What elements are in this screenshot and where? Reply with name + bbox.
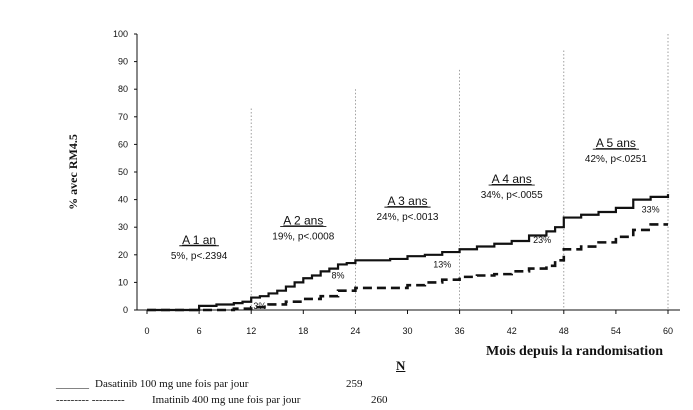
y-tick-label: 80 bbox=[118, 84, 128, 94]
y-tick-label: 60 bbox=[118, 139, 128, 149]
percent-label: 8% bbox=[332, 271, 345, 281]
y-tick-label: 40 bbox=[118, 195, 128, 205]
x-tick-labels: 0 6 12 18 24 30 36 42 48 54 60 bbox=[144, 310, 673, 336]
x-axis-label: Mois depuis la randomisation bbox=[486, 344, 663, 359]
y-tick-labels: 0 10 20 30 40 50 60 70 80 90 100 bbox=[113, 29, 137, 315]
annotation-stats: 34%, p<.0055 bbox=[481, 190, 543, 201]
x-tick-label: 12 bbox=[246, 326, 256, 336]
x-tick-label: 6 bbox=[197, 326, 202, 336]
legend-line-dashed: --------- --------- bbox=[56, 394, 125, 406]
chart-axes bbox=[136, 34, 680, 311]
percent-label: 13% bbox=[433, 260, 451, 270]
percent-label: 3% bbox=[253, 301, 266, 311]
series-lines bbox=[147, 194, 670, 312]
y-tick-label: 100 bbox=[113, 29, 128, 39]
annotation-stats: 42%, p<.0251 bbox=[585, 154, 647, 165]
x-tick-label: 36 bbox=[455, 326, 465, 336]
annotation-year: A 4 ans bbox=[492, 172, 532, 186]
legend-label-imatinib: Imatinib 400 mg une fois par jour bbox=[152, 394, 301, 406]
y-tick-label: 30 bbox=[118, 222, 128, 232]
x-tick-label: 54 bbox=[611, 326, 621, 336]
x-tick-label: 30 bbox=[402, 326, 412, 336]
legend-label-dasatinib: Dasatinib 100 mg une fois par jour bbox=[95, 378, 249, 390]
annotation-stats: 5%, p<.2394 bbox=[171, 251, 228, 262]
legend-line-solid: ______ bbox=[56, 378, 89, 390]
x-tick-label: 18 bbox=[298, 326, 308, 336]
annotations: A 1 an 5%, p<.2394 A 2 ans 19%, p<.0008 A 3 … bbox=[171, 136, 647, 262]
annotation-year: A 2 ans bbox=[283, 213, 323, 227]
dasatinib-line bbox=[147, 194, 670, 312]
x-tick-label: 48 bbox=[559, 326, 569, 336]
time-point-lines bbox=[250, 34, 669, 310]
y-tick-label: 10 bbox=[118, 277, 128, 287]
x-tick-label: 24 bbox=[350, 326, 360, 336]
legend-n-dasatinib: 259 bbox=[346, 378, 363, 390]
annotation-year: A 3 ans bbox=[387, 194, 427, 208]
x-tick-label: 60 bbox=[663, 326, 673, 336]
percent-label: 23% bbox=[533, 235, 551, 245]
annotation-year: A 5 ans bbox=[596, 136, 636, 150]
legend-n-header: N bbox=[396, 358, 406, 373]
y-tick-label: 50 bbox=[118, 167, 128, 177]
imatinib-line bbox=[147, 223, 668, 312]
x-tick-label: 42 bbox=[507, 326, 517, 336]
annotation-stats: 19%, p<.0008 bbox=[272, 231, 334, 242]
x-tick-label: 0 bbox=[144, 326, 149, 336]
percent-label: 33% bbox=[642, 204, 660, 214]
y-tick-label: 90 bbox=[118, 57, 128, 67]
legend-n-imatinib: 260 bbox=[371, 394, 388, 406]
annotation-year: A 1 an bbox=[182, 233, 216, 247]
y-axis-label: % avec RM4.5 bbox=[66, 134, 80, 210]
annotation-stats: 24%, p<.0013 bbox=[377, 212, 439, 223]
percent-labels: 3% 8% 13% 23% 33% bbox=[253, 204, 659, 311]
y-tick-label: 70 bbox=[118, 112, 128, 122]
y-tick-label: 0 bbox=[123, 305, 128, 315]
y-tick-label: 20 bbox=[118, 250, 128, 260]
